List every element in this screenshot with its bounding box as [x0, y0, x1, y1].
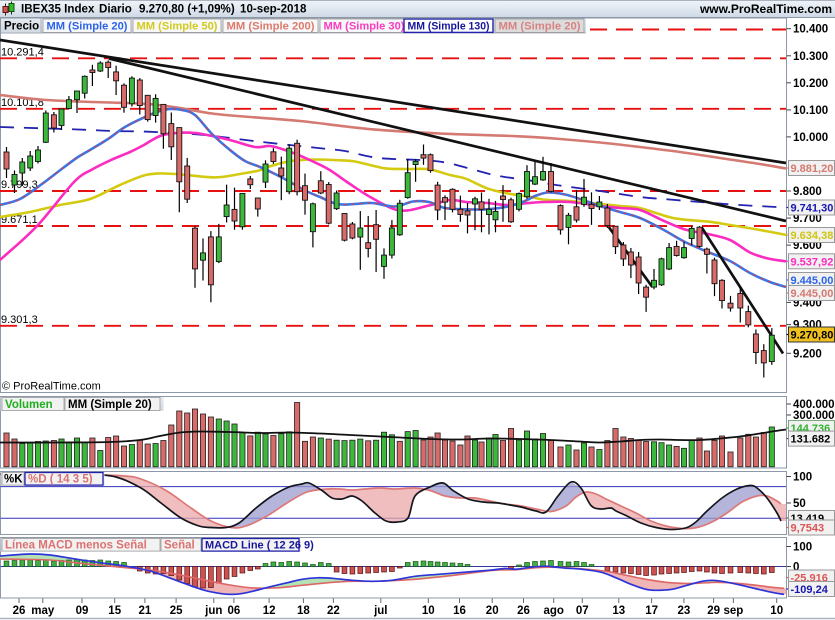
- svg-text:29: 29: [707, 605, 720, 617]
- svg-text:26: 26: [517, 605, 530, 617]
- svg-text:9.741,30: 9.741,30: [791, 203, 834, 215]
- svg-text:MM (Simple 20): MM (Simple 20): [47, 21, 128, 33]
- svg-text:9.301,3: 9.301,3: [1, 314, 38, 326]
- svg-text:9.200: 9.200: [793, 348, 822, 360]
- svg-text:10.000: 10.000: [793, 132, 828, 144]
- svg-text:-109,24: -109,24: [791, 584, 829, 596]
- svg-text:jul: jul: [373, 605, 387, 617]
- svg-text:50: 50: [793, 498, 806, 510]
- svg-text:Precio: Precio: [4, 21, 39, 33]
- svg-text:0: 0: [793, 562, 799, 574]
- svg-text:17: 17: [645, 605, 658, 617]
- svg-text:131.682: 131.682: [791, 434, 831, 446]
- svg-text:06: 06: [228, 605, 241, 617]
- svg-text:IBEX35 Index: IBEX35 Index: [21, 3, 95, 16]
- svg-text:100: 100: [793, 472, 812, 484]
- svg-text:10.100: 10.100: [793, 105, 828, 117]
- svg-text:9,7543: 9,7543: [791, 523, 825, 535]
- svg-text:jun: jun: [204, 605, 222, 617]
- svg-text:MM (Simple 50): MM (Simple 50): [137, 21, 218, 33]
- svg-text:23: 23: [678, 605, 691, 617]
- svg-text:10.300: 10.300: [793, 51, 828, 63]
- svg-text:MM (Simple 20): MM (Simple 20): [68, 399, 152, 411]
- svg-text:22: 22: [327, 605, 340, 617]
- svg-text:15: 15: [108, 605, 121, 617]
- svg-text:%D ( 14 3 5): %D ( 14 3 5): [28, 474, 93, 486]
- svg-text:9.445,00: 9.445,00: [791, 288, 834, 300]
- svg-text:9.671,1: 9.671,1: [1, 214, 38, 226]
- svg-text:Volumen: Volumen: [5, 399, 53, 411]
- svg-text:may: may: [31, 605, 55, 617]
- svg-text:Diario: Diario: [99, 3, 132, 16]
- svg-text:9.537,92: 9.537,92: [791, 256, 834, 268]
- svg-text:10.291,4: 10.291,4: [1, 47, 44, 59]
- svg-text:9.445,00: 9.445,00: [791, 275, 834, 287]
- svg-text:9.270,80 (+1,09%): 9.270,80 (+1,09%): [139, 3, 235, 16]
- svg-text:21: 21: [139, 605, 152, 617]
- svg-text:12: 12: [263, 605, 276, 617]
- svg-text:10: 10: [770, 605, 783, 617]
- svg-text:25: 25: [170, 605, 183, 617]
- svg-text:300.000: 300.000: [793, 410, 835, 422]
- svg-text:09: 09: [76, 605, 89, 617]
- svg-text:9.700: 9.700: [793, 213, 822, 225]
- svg-text:Línea MACD menos Señal: Línea MACD menos Señal: [5, 540, 147, 552]
- svg-text:16: 16: [453, 605, 466, 617]
- svg-text:100: 100: [793, 542, 812, 554]
- svg-text:MM (Simple 20): MM (Simple 20): [499, 21, 581, 33]
- svg-text:9.600: 9.600: [793, 240, 822, 252]
- svg-text:13: 13: [612, 605, 625, 617]
- svg-text:%K: %K: [4, 474, 23, 486]
- svg-text:07: 07: [576, 605, 589, 617]
- svg-text:9.881,20: 9.881,20: [791, 163, 834, 175]
- svg-text:9.799,3: 9.799,3: [1, 179, 38, 191]
- svg-text:10: 10: [422, 605, 435, 617]
- svg-text:9.634,38: 9.634,38: [791, 230, 834, 242]
- svg-text:10-sep-2018: 10-sep-2018: [240, 3, 307, 16]
- svg-text:MM (Simple 130): MM (Simple 130): [408, 21, 490, 33]
- svg-text:400.000: 400.000: [793, 399, 835, 411]
- svg-text:ago: ago: [543, 605, 563, 617]
- svg-text:www.ProRealTime.com: www.ProRealTime.com: [699, 2, 832, 16]
- svg-text:sep: sep: [723, 605, 743, 617]
- svg-text:10.400: 10.400: [793, 24, 828, 36]
- svg-text:MM (Simple 30): MM (Simple 30): [324, 21, 405, 33]
- svg-text:9.800: 9.800: [793, 186, 822, 198]
- svg-text:Señal: Señal: [164, 540, 195, 552]
- svg-text:26: 26: [13, 605, 26, 617]
- svg-text:MM (Simple 200): MM (Simple 200): [227, 21, 315, 33]
- svg-text:20: 20: [486, 605, 499, 617]
- svg-text:10.200: 10.200: [793, 78, 828, 90]
- svg-text:© ProRealTime.com: © ProRealTime.com: [2, 381, 101, 393]
- svg-text:9.270,80: 9.270,80: [791, 330, 834, 342]
- svg-text:MACD Line ( 12 26 9): MACD Line ( 12 26 9): [205, 540, 314, 552]
- svg-text:18: 18: [297, 605, 310, 617]
